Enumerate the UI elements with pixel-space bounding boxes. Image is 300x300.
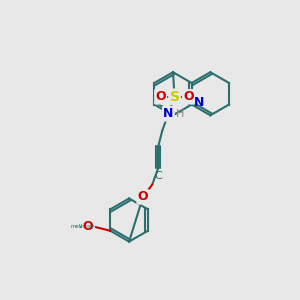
Text: O: O <box>138 190 148 203</box>
Text: methoxy: methoxy <box>70 224 95 230</box>
Text: N: N <box>194 97 204 110</box>
Text: S: S <box>169 90 179 104</box>
Text: N: N <box>163 107 174 120</box>
Text: O: O <box>155 90 166 103</box>
Text: C: C <box>154 171 162 181</box>
Text: O: O <box>183 90 194 103</box>
Text: H: H <box>176 109 184 119</box>
Text: O: O <box>83 220 94 233</box>
